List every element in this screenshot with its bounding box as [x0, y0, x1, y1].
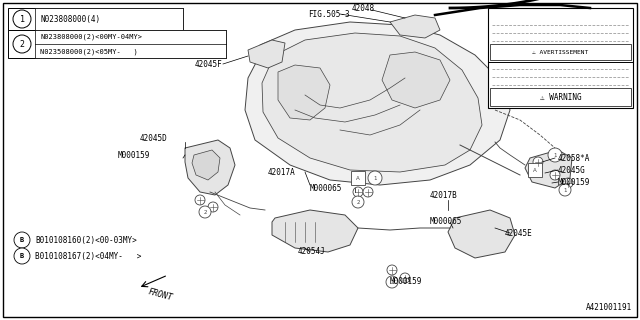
Bar	[8, 30, 226, 58]
Circle shape	[559, 184, 571, 196]
Text: 42017B: 42017B	[430, 190, 458, 199]
Polygon shape	[278, 65, 330, 120]
Bar	[528, 163, 542, 177]
Text: B010108167(2)<04MY-   >: B010108167(2)<04MY- >	[35, 252, 141, 260]
Text: FRONT: FRONT	[147, 287, 173, 303]
Text: M000065: M000065	[310, 183, 342, 193]
Polygon shape	[390, 15, 440, 38]
Circle shape	[208, 202, 218, 212]
Text: M000159: M000159	[558, 178, 590, 187]
Text: ⚠ WARNING: ⚠ WARNING	[540, 92, 581, 101]
Circle shape	[353, 187, 363, 197]
Text: 42054J: 42054J	[298, 247, 326, 257]
Bar	[8, 8, 183, 30]
Circle shape	[533, 157, 543, 167]
Circle shape	[387, 265, 397, 275]
Text: M000159: M000159	[118, 150, 150, 159]
Text: 2: 2	[356, 199, 360, 204]
Text: 2: 2	[390, 279, 394, 284]
Circle shape	[563, 178, 573, 188]
Text: 42045D: 42045D	[140, 133, 168, 142]
Polygon shape	[245, 22, 510, 185]
Text: 1: 1	[19, 14, 24, 23]
Bar	[35, 30, 226, 58]
Polygon shape	[272, 210, 358, 252]
Text: 2: 2	[204, 210, 207, 214]
Polygon shape	[262, 33, 482, 172]
Polygon shape	[185, 140, 235, 195]
Text: 1: 1	[373, 175, 377, 180]
Text: 42017A: 42017A	[268, 167, 296, 177]
Text: 1: 1	[563, 188, 567, 193]
Polygon shape	[248, 40, 285, 68]
Bar	[490, 44, 631, 60]
Text: FIG.505-3: FIG.505-3	[308, 10, 349, 19]
Bar	[351, 171, 365, 185]
Circle shape	[195, 195, 205, 205]
Circle shape	[550, 170, 560, 180]
Bar	[490, 88, 631, 106]
Text: 42045F: 42045F	[195, 60, 222, 68]
Text: N023808000(4): N023808000(4)	[40, 14, 100, 23]
Circle shape	[13, 35, 31, 53]
Text: ⚠ AVERTISSEMENT: ⚠ AVERTISSEMENT	[532, 50, 589, 54]
Text: N023508000(2)<05MY-   ): N023508000(2)<05MY- )	[40, 49, 138, 55]
Circle shape	[386, 276, 398, 288]
Text: 42058*A: 42058*A	[558, 154, 590, 163]
Text: A: A	[356, 175, 360, 180]
Polygon shape	[382, 52, 450, 108]
Bar	[488, 8, 633, 108]
Circle shape	[352, 196, 364, 208]
Circle shape	[400, 273, 410, 283]
Text: B: B	[20, 253, 24, 259]
Text: M000159: M000159	[390, 277, 422, 286]
Text: A421001191: A421001191	[586, 303, 632, 312]
Text: 42045G: 42045G	[558, 165, 586, 174]
Circle shape	[199, 206, 211, 218]
Text: 42048: 42048	[352, 4, 375, 12]
Text: A: A	[533, 167, 537, 172]
Circle shape	[14, 248, 30, 264]
Text: 42045E: 42045E	[505, 228, 532, 237]
Polygon shape	[525, 150, 572, 188]
Polygon shape	[192, 150, 220, 180]
Text: M000065: M000065	[430, 218, 462, 227]
Circle shape	[363, 187, 373, 197]
Bar	[35, 8, 183, 30]
Text: B: B	[20, 237, 24, 243]
Circle shape	[14, 232, 30, 248]
Text: N023808000(2)<00MY-04MY>: N023808000(2)<00MY-04MY>	[40, 34, 142, 40]
Circle shape	[368, 171, 382, 185]
Text: B010108160(2)<00-03MY>: B010108160(2)<00-03MY>	[35, 236, 137, 244]
Polygon shape	[448, 210, 515, 258]
Circle shape	[13, 10, 31, 28]
Text: 2: 2	[19, 39, 24, 49]
Circle shape	[548, 148, 562, 162]
Text: 1: 1	[553, 153, 557, 157]
